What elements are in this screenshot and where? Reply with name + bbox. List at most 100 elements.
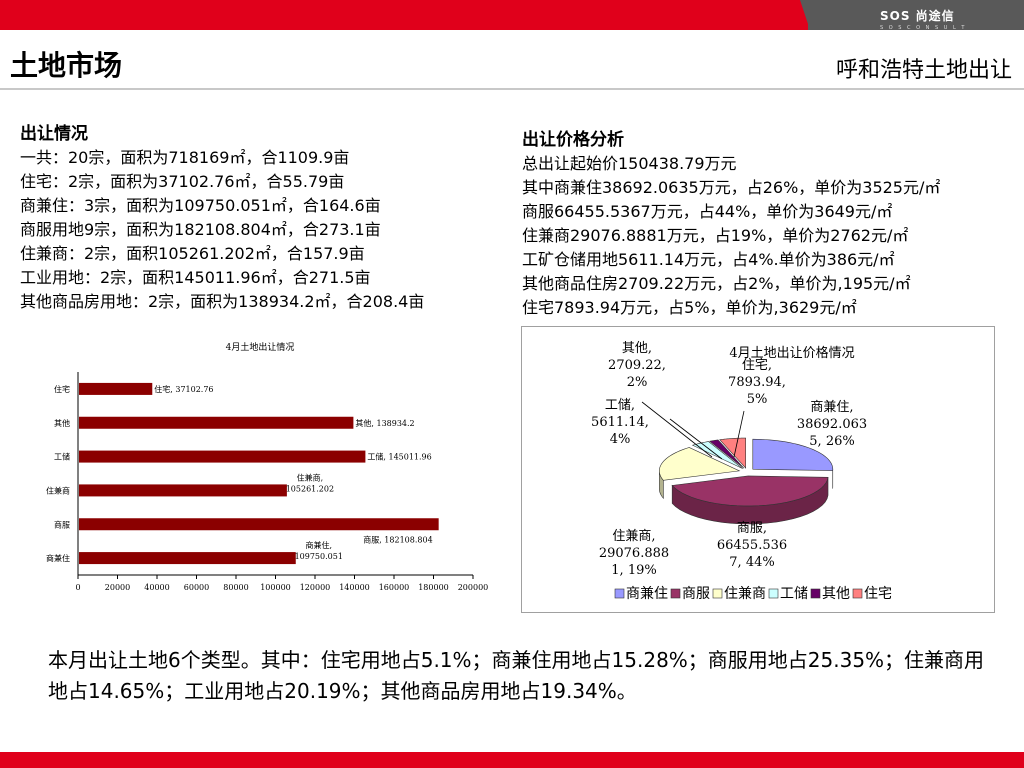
- page-title: 土地市场: [10, 49, 123, 82]
- pie-data-label: 住兼商,: [612, 529, 655, 544]
- y-tick-label: 商服: [54, 519, 70, 529]
- legend-swatch-2: [712, 588, 723, 599]
- bar-data-label: 其他, 138934.2: [355, 418, 414, 428]
- land-area-bar-chart: 4月土地出让情况 0 20000 40000 60000 80000 100000 12000…: [18, 330, 502, 608]
- overview-line: 商服用地9宗，面积为182108.804㎡，合273.1亩: [20, 220, 381, 239]
- price-analysis: 出让价格分析 总出让起始价150438.79万元 其中商兼住38692.0635…: [522, 128, 940, 320]
- pie-data-label: 38692.063: [797, 417, 867, 432]
- brand-name: SOS 尚途信: [880, 9, 955, 23]
- pie-data-label: 5%: [747, 392, 768, 407]
- x-tick-label: 20000: [105, 583, 130, 592]
- pie-data-label: 2%: [627, 375, 648, 390]
- bar-3: [79, 484, 287, 497]
- pie-slice-4: [708, 439, 745, 469]
- x-tick-label: 0: [75, 583, 80, 592]
- brand-logo: SOS 尚途信 S O S C O N S U L T: [880, 7, 966, 31]
- pie-slice-1: [671, 475, 829, 507]
- pie-data-label: 商兼住,: [810, 400, 853, 415]
- price-analysis-heading: 出让价格分析: [522, 130, 624, 150]
- pie-data-label: 5611.14,: [591, 415, 649, 430]
- pie-data-label: 66455.536: [717, 538, 787, 553]
- legend-label: 住宅: [864, 586, 892, 602]
- legend-label: 商服: [682, 586, 710, 602]
- bar-data-label: 工储, 145011.96: [367, 452, 431, 462]
- x-tick-label: 140000: [339, 583, 370, 592]
- footer-bar: [0, 752, 1024, 768]
- bar-2: [79, 450, 366, 463]
- y-tick-label: 其他: [54, 418, 70, 428]
- pie-chart-title: 4月土地出让价格情况: [729, 345, 854, 361]
- legend-swatch-0: [614, 588, 625, 599]
- y-tick-label: 住兼商: [46, 485, 70, 495]
- summary-text: 本月出让土地6个类型。其中：住宅用地占5.1%；商兼住用地占15.28%；商服用…: [48, 648, 985, 703]
- price-line: 总出让起始价150438.79万元: [522, 154, 737, 173]
- overview-line: 工业用地：2宗，面积145011.96㎡，合271.5亩: [20, 268, 371, 287]
- x-tick-label: 180000: [418, 583, 449, 592]
- bar-4: [79, 518, 439, 531]
- header-divider: [0, 88, 1024, 90]
- top-banner-red: [0, 0, 808, 30]
- bar-data-label: 商兼住,: [305, 540, 332, 550]
- pie-slice-3: [691, 441, 743, 469]
- brand-subtitle: S O S C O N S U L T: [880, 25, 967, 31]
- price-line: 其中商兼住38692.0635万元，占26%，单价为3525元/㎡: [522, 178, 941, 197]
- legend-label: 商兼住: [626, 586, 668, 602]
- legend-label: 工储: [780, 586, 808, 602]
- pie-slice-2: [659, 447, 741, 481]
- price-line: 商服66455.5367万元，占44%，单价为3649元/㎡: [522, 202, 893, 221]
- overview-line: 住宅：2宗，面积为37102.76㎡，合55.79亩: [20, 172, 345, 191]
- bar-0: [79, 382, 153, 395]
- bar-1: [79, 416, 354, 429]
- leader-line: [641, 401, 713, 458]
- price-line: 工矿仓储用地5611.14万元，占4%.单价为386元/㎡: [522, 250, 895, 269]
- transfer-overview: 出让情况 一共：20宗，面积为718169㎡，合1109.9亩 住宅：2宗，面积…: [20, 122, 424, 314]
- leader-line: [669, 418, 723, 460]
- pie-data-label: 其他,: [622, 341, 652, 356]
- legend-label: 住兼商: [724, 586, 766, 602]
- pie-data-label: 7, 44%: [729, 555, 774, 570]
- overview-line: 商兼住：3宗，面积为109750.051㎡，合164.6亩: [20, 196, 381, 215]
- legend-swatch-3: [768, 588, 779, 599]
- price-line: 其他商品住房2709.22万元，占2%，单价为,195元/㎡: [522, 274, 911, 293]
- bar-5: [79, 552, 296, 565]
- overview-line: 一共：20宗，面积为718169㎡，合1109.9亩: [20, 148, 350, 167]
- x-tick-label: 40000: [144, 583, 169, 592]
- pie-data-label: 2709.22,: [608, 358, 666, 373]
- x-tick-label: 100000: [260, 583, 291, 592]
- top-banner-notch: [800, 0, 810, 30]
- price-line: 住宅7893.94万元，占5%，单价为,3629元/㎡: [522, 298, 857, 317]
- pie-data-label: 5, 26%: [809, 434, 854, 449]
- top-banner-gray: [808, 0, 1024, 30]
- bar-data-label: 住宅, 37102.76: [154, 384, 213, 394]
- bar-data-label: 住兼商,: [297, 472, 324, 482]
- page-subtitle: 呼和浩特土地出让: [835, 58, 1012, 83]
- legend-swatch-1: [670, 588, 681, 599]
- leader-line: [733, 410, 745, 458]
- pie-slice-0: [752, 438, 834, 471]
- y-tick-label: 工储: [54, 452, 70, 462]
- top-banner: SOS 尚途信 S O S C O N S U L T: [0, 0, 1024, 31]
- x-tick-label: 160000: [379, 583, 410, 592]
- x-tick-label: 120000: [300, 583, 331, 592]
- pie-data-label: 1, 19%: [611, 563, 656, 578]
- pie-slice-5: [719, 437, 746, 469]
- x-tick-label: 200000: [458, 583, 489, 592]
- overview-line: 住兼商：2宗，面积105261.202㎡，合157.9亩: [20, 244, 365, 263]
- pie-data-label: 住宅,: [742, 358, 772, 373]
- bar-data-label: 109750.051: [295, 552, 343, 561]
- legend-swatch-4: [810, 588, 821, 599]
- land-price-pie-chart: 4月土地出让价格情况商兼住, 38692.063 5, 26% 商服, 66455.53…: [521, 326, 995, 613]
- bar-data-label: 商服, 182108.804: [363, 534, 432, 544]
- legend-swatch-5: [852, 588, 863, 599]
- bar-chart-title: 4月土地出让情况: [226, 341, 295, 353]
- y-tick-label: 商兼住: [46, 553, 70, 563]
- bar-data-label: 105261.202: [286, 484, 334, 493]
- legend-label: 其他: [822, 586, 850, 602]
- pie-data-label: 商服,: [737, 521, 767, 536]
- price-line: 住兼商29076.8881万元，占19%，单价为2762元/㎡: [522, 226, 909, 245]
- overview-line: 其他商品房用地：2宗，面积为138934.2㎡，合208.4亩: [20, 292, 425, 311]
- pie-data-label: 29076.888: [599, 546, 669, 561]
- x-tick-label: 80000: [223, 583, 248, 592]
- pie-data-label: 7893.94,: [728, 375, 786, 390]
